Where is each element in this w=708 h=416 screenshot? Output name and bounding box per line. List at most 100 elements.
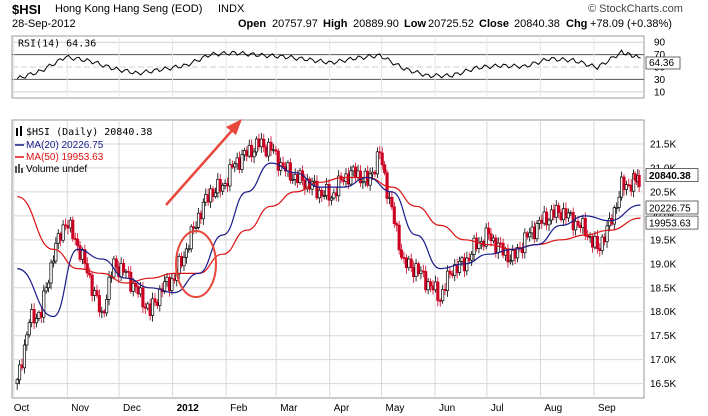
candle: [547, 217, 551, 232]
candle-body: [530, 226, 534, 234]
candle-body: [192, 226, 196, 229]
candle-body: [600, 236, 604, 251]
candle-body: [235, 157, 239, 165]
candle-body: [213, 192, 217, 197]
candle-body: [42, 290, 46, 318]
candle-body: [216, 178, 220, 194]
candle-body: [383, 164, 387, 174]
candle-body: [252, 151, 256, 158]
price-grid: [12, 120, 644, 398]
candle: [409, 253, 413, 272]
candle-body: [88, 272, 92, 276]
candle-body: [387, 196, 392, 199]
candle-body: [90, 274, 94, 296]
candle-body: [419, 270, 423, 274]
candle: [458, 256, 462, 276]
candle-body: [441, 289, 445, 302]
candle: [105, 294, 109, 317]
candle-body: [221, 185, 225, 192]
candle-body: [578, 225, 583, 228]
candle: [392, 202, 396, 228]
candle-body: [129, 272, 133, 292]
candle-body: [465, 257, 469, 272]
candle-body: [445, 270, 450, 291]
candle: [95, 284, 99, 299]
candle-body: [583, 217, 587, 237]
candle-body: [470, 253, 474, 261]
candle: [153, 293, 157, 307]
candle-body: [54, 242, 58, 262]
candle-body: [547, 219, 551, 226]
candle-body: [354, 166, 358, 178]
candle-body: [148, 303, 152, 316]
price-tick-label: 19.0K: [650, 259, 676, 270]
candle-body: [100, 310, 104, 313]
candle-body: [76, 238, 80, 246]
candle: [233, 161, 237, 173]
candle: [51, 255, 55, 268]
candle-body: [523, 232, 527, 254]
candle-body: [119, 263, 123, 278]
candle-body: [312, 180, 317, 183]
candle-body: [131, 282, 135, 292]
candle: [383, 161, 387, 176]
candle-body: [206, 194, 210, 203]
candle-body: [429, 281, 433, 287]
candle: [47, 279, 51, 293]
candle-body: [315, 180, 319, 199]
candle-body: [317, 189, 321, 199]
candle-body: [124, 270, 128, 273]
candle: [361, 178, 365, 190]
candle-body: [346, 173, 350, 185]
candle-body: [245, 150, 249, 157]
candle-body: [627, 184, 631, 186]
price-x-axis: Oct Nov Dec 2012 Feb Mar Apr May Jun Jul Aug Sep: [14, 403, 616, 414]
low-value: 20725.52: [428, 18, 474, 30]
candle-body: [532, 226, 537, 240]
candle-body: [250, 145, 254, 158]
candle-body: [605, 225, 609, 243]
candle-body: [501, 242, 505, 256]
candle: [196, 207, 201, 230]
rsi-panel: 9070503010 RSI(14) 64.36 64.36: [11, 35, 681, 99]
candle-body: [574, 220, 578, 231]
candle-body: [569, 212, 573, 214]
candle-body: [351, 166, 355, 172]
candle-body: [218, 178, 222, 192]
candle-body: [262, 138, 266, 148]
candle: [274, 145, 278, 156]
candle-body: [37, 311, 41, 319]
candle-body: [559, 212, 563, 221]
candle-body: [554, 205, 558, 218]
candle-body: [520, 248, 524, 254]
candle-body: [455, 264, 459, 273]
candle-body: [47, 282, 51, 289]
candle-body: [51, 260, 55, 264]
candle: [97, 289, 101, 317]
candle-body: [320, 189, 324, 197]
candle-body: [298, 170, 302, 184]
candle-body: [44, 287, 48, 292]
candle: [262, 133, 266, 153]
candle-body: [380, 152, 384, 166]
candle: [397, 220, 401, 255]
candle: [49, 259, 53, 290]
candle-body: [199, 212, 203, 220]
candle: [34, 313, 39, 328]
high-label: High: [323, 18, 348, 30]
close-label: Close: [479, 18, 509, 30]
candle-body: [513, 250, 517, 259]
candle-body: [201, 201, 205, 220]
candle-body: [281, 162, 285, 168]
rsi-value-label: 64.36: [649, 58, 674, 69]
candle-body: [73, 238, 77, 240]
candle-body: [620, 176, 624, 198]
candle-body: [102, 310, 106, 314]
candle-body: [615, 207, 619, 209]
candle-body: [366, 170, 370, 186]
candle-body: [194, 227, 198, 229]
candle-body: [136, 286, 140, 295]
candle-body: [254, 138, 259, 153]
candle-body: [189, 226, 193, 250]
candle-body: [196, 212, 201, 228]
